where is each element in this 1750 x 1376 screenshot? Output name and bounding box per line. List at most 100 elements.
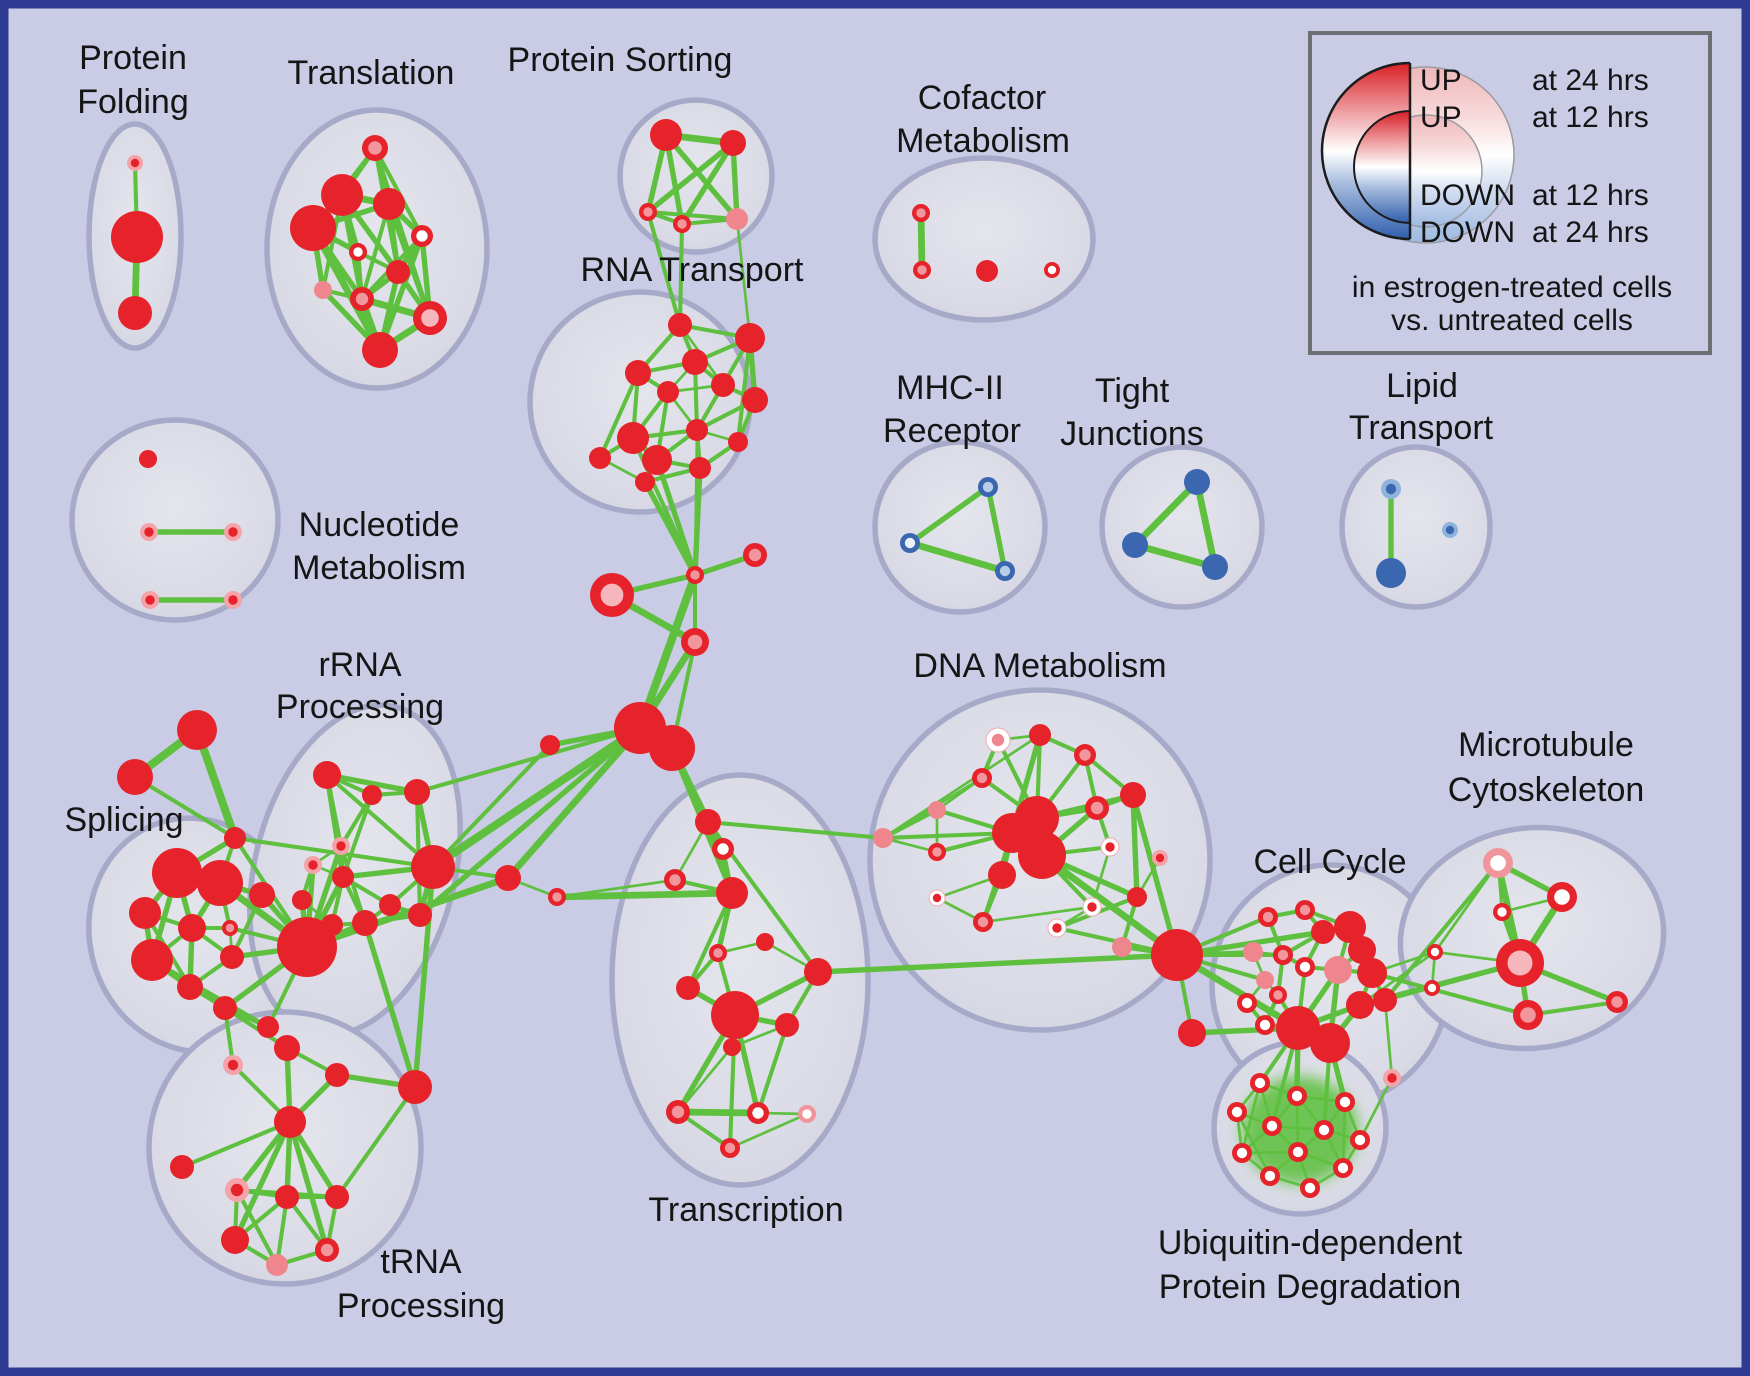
cluster-label-lipid-transport: Transport (1349, 409, 1494, 447)
gene-set-node (1120, 782, 1146, 808)
gene-set-node-core (355, 292, 369, 306)
gene-set-node (649, 725, 695, 771)
cluster-label-translation: Translation (288, 54, 455, 92)
gene-set-node-core (724, 1142, 736, 1154)
gene-set-node-core (336, 841, 346, 851)
gene-set-node (1202, 554, 1228, 580)
legend-row-time: at 12 hrs (1532, 179, 1649, 212)
network-edge (359, 201, 392, 302)
gene-set-node-core (1087, 902, 1097, 912)
gene-set-node-core (752, 1107, 764, 1119)
legend-box (1308, 31, 1712, 355)
gene-set-node-core (1254, 1077, 1266, 1089)
legend-caption-line2: vs. untreated cells (1391, 304, 1633, 337)
dense-edge-blob (1242, 1076, 1358, 1184)
gene-set-node-core (671, 1105, 685, 1119)
gene-set-node-core (1264, 1170, 1276, 1182)
legend-glyph-outer-outline (1320, 61, 1411, 241)
gene-set-node (988, 861, 1016, 889)
gene-set-node (404, 779, 430, 805)
gene-set-node (976, 260, 998, 282)
gene-set-node (1127, 887, 1147, 907)
gene-set-node-core (669, 874, 681, 886)
gene-set-node-core (1047, 265, 1057, 275)
gene-set-node (676, 976, 700, 1000)
gene-set-node-core (1052, 923, 1062, 933)
network-edge (735, 217, 752, 340)
network-edge (1131, 478, 1201, 549)
legend-glyph-inner-outline (1353, 110, 1411, 224)
network-edge (1130, 792, 1180, 958)
gene-set-node (379, 894, 401, 916)
gene-set-node-core (1079, 749, 1091, 761)
gene-set-node (804, 958, 832, 986)
gene-set-node-core (225, 923, 235, 933)
gene-set-node (325, 1185, 349, 1209)
legend-row-label: UP (1420, 64, 1462, 97)
network-edge (917, 209, 926, 274)
gene-set-node (1334, 911, 1366, 943)
network-edge (907, 484, 991, 546)
cluster-label-protein-sorting: Protein Sorting (508, 41, 733, 79)
network-edge (597, 370, 641, 461)
legend: UP at 24 hrs UP at 12 hrs DOWN at 12 hrs… (1308, 31, 1712, 355)
gene-set-node (292, 890, 312, 910)
network-edge (645, 209, 683, 328)
gene-set-node-core (991, 733, 1005, 747)
gene-set-node (1348, 936, 1376, 964)
legend-row-time: at 12 hrs (1532, 101, 1649, 134)
gene-set-node-core (1427, 983, 1437, 993)
gene-set-node-core (1277, 949, 1289, 961)
gene-set-node-core (1299, 904, 1311, 916)
gene-set-node-core (802, 1109, 812, 1119)
gene-set-node (1373, 988, 1397, 1012)
cluster-ellipse-transcription (609, 772, 871, 1188)
gene-set-node-core (144, 527, 154, 537)
network-edge (504, 724, 644, 882)
network-edge (1130, 792, 1140, 900)
gene-set-node (118, 296, 152, 330)
gene-set-node (735, 323, 765, 353)
gene-set-node (668, 313, 692, 337)
gene-set-node-core (1291, 1090, 1303, 1102)
gene-set-node (742, 387, 768, 413)
gene-set-node (257, 1016, 279, 1038)
legend-caption-line1: in estrogen-treated cells (1352, 271, 1672, 304)
network-edge (324, 772, 436, 870)
cluster-label-cofactor-metabolism: Cofactor (918, 79, 1047, 117)
gene-set-node-core (687, 634, 703, 650)
network-edge (654, 457, 698, 578)
gene-set-node-core (320, 1243, 334, 1257)
dense-edge-blob-layer (1242, 1076, 1358, 1184)
network-edge (1433, 861, 1500, 954)
network-edge (287, 1119, 330, 1253)
network-edge (642, 479, 698, 578)
gene-set-node (275, 1185, 299, 1209)
gene-set-node (928, 801, 946, 819)
network-edge (735, 335, 753, 445)
cluster-label-nucleotide-metabolism: Metabolism (292, 549, 466, 587)
gene-set-node-core (932, 893, 942, 903)
network-edge (635, 570, 700, 733)
cluster-label-rrna-processing: Processing (276, 688, 444, 726)
gene-set-node (1376, 558, 1406, 588)
network-edge (1369, 970, 1531, 1018)
legend-row-label: DOWN (1420, 179, 1515, 212)
gene-set-node (617, 422, 649, 454)
gene-set-node (756, 933, 774, 951)
gene-set-node-core (713, 948, 723, 958)
gene-set-node (221, 1226, 249, 1254)
network-edge (981, 905, 1094, 924)
cluster-label-cell-cycle: Cell Cycle (1253, 843, 1406, 881)
gene-set-node (408, 903, 432, 927)
gene-set-node-core (1155, 853, 1165, 863)
network-edge (430, 742, 553, 870)
gene-set-node-core (308, 860, 318, 870)
gene-set-node-core (1554, 889, 1570, 905)
gene-set-node (775, 1013, 799, 1037)
gene-set-node-core (416, 230, 428, 242)
gene-set-node (321, 174, 363, 216)
